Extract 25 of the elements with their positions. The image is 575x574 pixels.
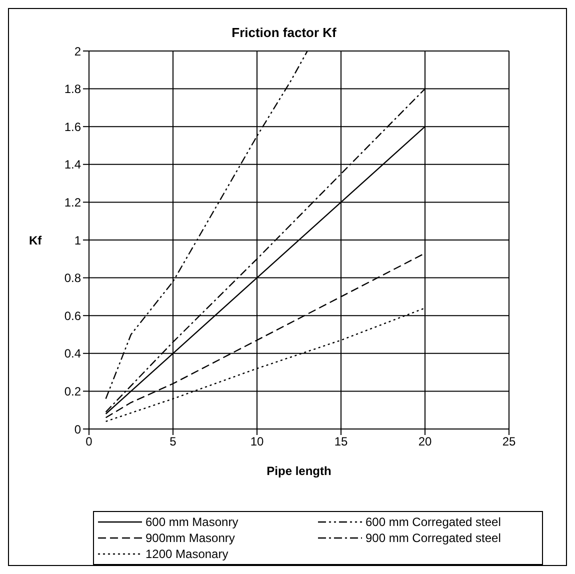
legend-label: 900 mm Corregated steel [366, 531, 501, 545]
y-tick-label: 1.4 [64, 158, 82, 172]
y-tick-label: 1.6 [64, 120, 82, 134]
x-tick-label: 0 [86, 434, 93, 449]
legend-label: 900mm Masonry [146, 531, 235, 545]
x-axis-title: Pipe length [266, 464, 332, 478]
legend-label: 600 mm Corregated steel [366, 515, 501, 529]
x-tick-label: 5 [170, 434, 177, 449]
y-tick-label: 0 [74, 422, 82, 436]
y-tick-label: 1.2 [64, 195, 82, 210]
y-tick-label: 0.6 [64, 308, 82, 323]
x-tick-label: 20 [418, 434, 432, 449]
y-tick-label: 1.8 [64, 82, 82, 96]
y-tick-label: 1 [74, 233, 82, 248]
chart-title: Friction factor Kf [232, 25, 338, 40]
y-axis-title: Kf [29, 233, 43, 248]
x-tick-label: 10 [250, 434, 264, 449]
y-tick-label: 0.2 [64, 384, 82, 398]
x-tick-label: 15 [334, 434, 348, 449]
legend-label: 600 mm Masonry [146, 515, 238, 529]
y-tick-label: 0.4 [64, 346, 82, 361]
y-tick-label: 2 [74, 44, 82, 58]
y-tick-label: 0.8 [64, 271, 82, 286]
x-tick-label: 25 [502, 434, 516, 449]
legend-label: 1200 Masonary [146, 547, 228, 561]
